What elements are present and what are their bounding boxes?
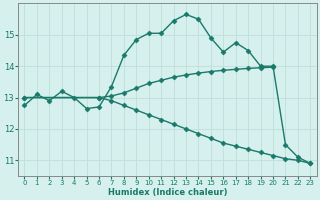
- X-axis label: Humidex (Indice chaleur): Humidex (Indice chaleur): [108, 188, 227, 197]
